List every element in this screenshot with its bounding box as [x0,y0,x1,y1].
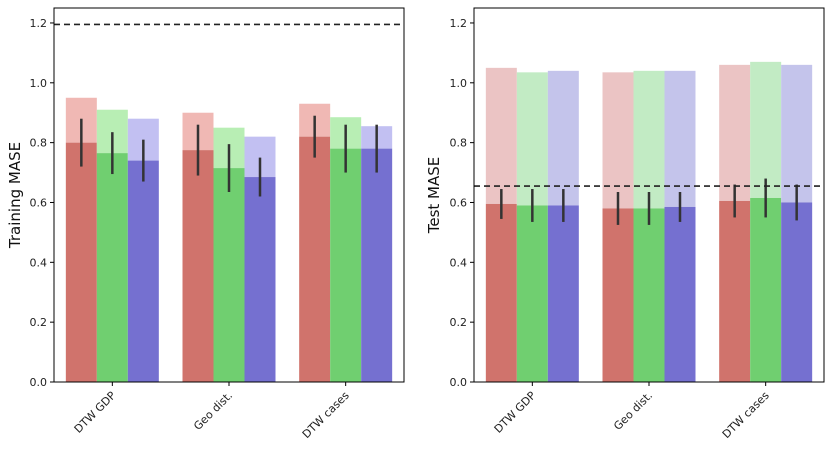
bar-upper [633,70,665,209]
bar-upper [750,61,782,198]
y-tick-label: 1.2 [30,17,48,30]
y-tick-label: 0.2 [30,316,48,329]
bar [299,136,331,382]
bar [547,205,579,382]
y-tick-label: 0.0 [450,376,468,389]
bar [664,206,696,382]
bar [602,208,634,382]
bar-upper [516,72,548,206]
y-tick-label: 0.6 [30,196,48,209]
y-tick-label: 0.0 [30,376,48,389]
bar [516,205,548,382]
bar [96,153,128,382]
bar [213,168,245,382]
x-tick-label: Geo dist. [611,389,655,433]
y-tick-label: 1.0 [450,77,468,90]
y-axis-label: Training MASE [6,142,24,249]
y-tick-label: 0.2 [450,316,468,329]
bar [719,200,751,382]
chart-panel-2: 0.0 0.2 0.4 0.6 0.8 1.0 1.2 DTW GDP Geo dist. DTW… [425,7,825,441]
y-tick-label: 0.4 [30,256,48,269]
y-tick-label: 0.4 [450,256,468,269]
bar-upper [547,70,579,206]
bar [127,160,159,382]
bar [65,142,97,382]
y-tick-label: 1.2 [450,17,468,30]
bar [750,197,782,382]
y-axis-label: Test MASE [425,157,443,235]
bar-upper [664,70,696,207]
y-tick-label: 0.8 [450,137,468,150]
bar [182,150,214,382]
y-tick-label: 1.0 [30,77,48,90]
bar [781,202,813,382]
x-tick-label: DTW cases [720,389,772,441]
bar-upper [781,64,813,203]
bar-upper [485,67,517,204]
bar-upper [719,64,751,201]
x-tick-label: DTW GDP [72,389,119,436]
y-tick-label: 0.6 [450,196,468,209]
y-tick-label: 0.8 [30,137,48,150]
bar [330,148,362,382]
x-tick-label: DTW cases [300,389,352,441]
bar [485,203,517,382]
x-tick-label: Geo dist. [191,389,235,433]
bar [244,177,276,382]
x-tick-label: DTW GDP [492,389,539,436]
bar [633,208,665,382]
bar [361,148,393,382]
chart-panel-1: 0.0 0.2 0.4 0.6 0.8 1.0 1.2 DTW GDP Geo dist. DTW… [6,7,405,441]
bar-upper [602,72,634,209]
